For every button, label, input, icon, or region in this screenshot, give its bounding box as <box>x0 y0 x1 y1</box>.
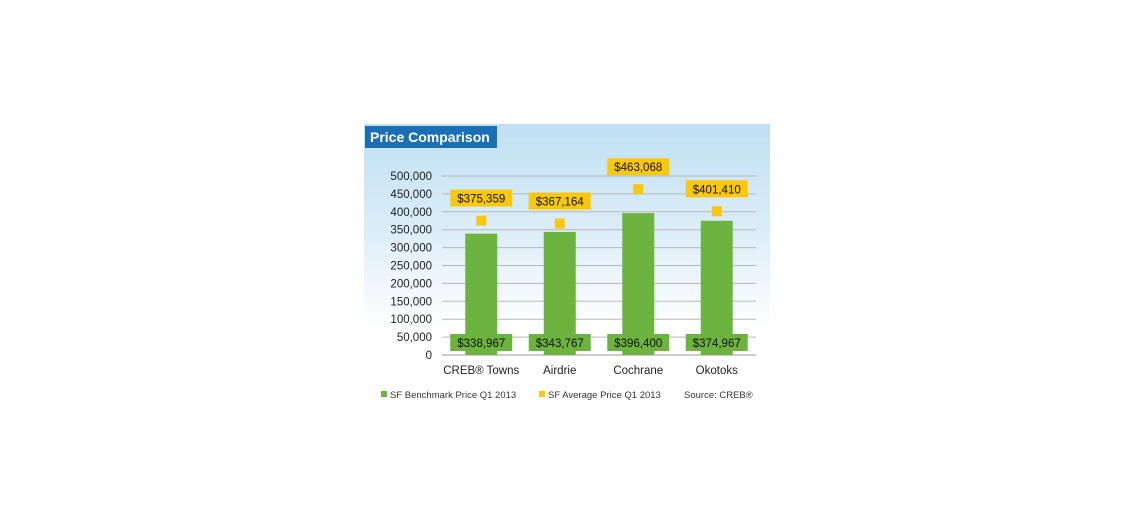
legend-average-swatch <box>539 391 545 397</box>
category-label: Cochrane <box>613 365 663 377</box>
y-tick-label: 100,000 <box>390 314 432 326</box>
benchmark-value-box <box>528 334 591 351</box>
source-label: Source: CREB® <box>684 390 753 401</box>
y-tick-label: 50,000 <box>397 332 432 344</box>
benchmark-value-box <box>450 334 513 351</box>
benchmark-value-box <box>685 334 748 351</box>
legend: SF Benchmark Price Q1 2013 SF Average Pr… <box>381 390 753 401</box>
legend-benchmark-label: SF Benchmark Price Q1 2013 <box>390 390 516 401</box>
category-label: Airdrie <box>543 365 576 377</box>
average-marker <box>554 218 565 229</box>
average-value-label: $401,410 <box>693 184 741 196</box>
title-bar <box>365 126 497 148</box>
y-tick-label: 250,000 <box>390 261 432 273</box>
category-labels: CREB® Towns Airdrie Cochrane Okotoks <box>443 365 738 377</box>
average-marker <box>633 184 644 195</box>
legend-average-label: SF Average Price Q1 2013 <box>548 390 661 401</box>
category-label: Okotoks <box>696 365 738 377</box>
average-value-box <box>685 180 748 198</box>
benchmark-value-label: $396,400 <box>614 338 662 350</box>
benchmark-bar <box>700 220 733 355</box>
y-tick-label: 300,000 <box>390 243 432 255</box>
category-label: CREB® Towns <box>443 365 519 377</box>
legend-benchmark-swatch <box>381 391 387 397</box>
y-tick-label: 500,000 <box>390 171 432 183</box>
benchmark-value-label: $338,967 <box>457 338 505 350</box>
y-tick-label: 350,000 <box>390 225 432 237</box>
benchmark-value-box <box>607 334 670 351</box>
y-tick-label: 200,000 <box>390 278 432 290</box>
benchmark-bars: $338,967 $343,767 $396,400 $374,967 <box>450 213 748 355</box>
average-value-label: $375,359 <box>457 194 505 206</box>
benchmark-bar <box>622 213 655 355</box>
y-tick-label: 0 <box>426 350 432 362</box>
average-value-box <box>607 158 670 176</box>
average-marker <box>711 206 722 217</box>
benchmark-value-label: $374,967 <box>693 338 741 350</box>
chart-title: Price Comparison <box>370 129 490 145</box>
average-value-box <box>528 192 591 210</box>
average-value-label: $367,164 <box>536 197 585 209</box>
y-tick-label: 150,000 <box>390 296 432 308</box>
y-tick-label: 400,000 <box>390 207 432 219</box>
average-value-box <box>450 189 513 207</box>
y-axis-ticks: 0 50,000 100,000 150,000 200,000 250,000 300,0… <box>390 171 432 362</box>
average-markers: $375,359 $367,164 $463,068 $401,410 <box>450 158 748 229</box>
average-marker <box>476 215 487 226</box>
benchmark-value-label: $343,767 <box>536 338 584 350</box>
y-tick-label: 450,000 <box>390 189 432 201</box>
price-comparison-chart: 0 50,000 100,000 150,000 200,000 250,000 300,0… <box>381 158 756 401</box>
average-value-label: $463,068 <box>614 162 662 174</box>
